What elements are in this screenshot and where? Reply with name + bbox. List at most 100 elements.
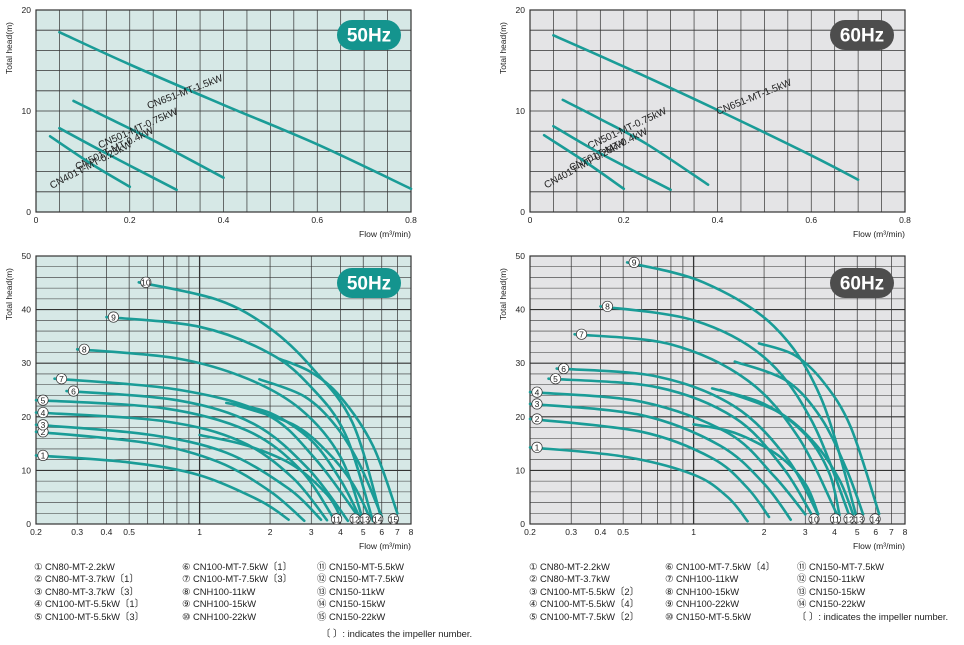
y-tick-label: 50 xyxy=(516,251,526,261)
series-label: 7 xyxy=(579,330,584,340)
series-label: 12 xyxy=(844,514,854,524)
legend-60hz-col1: ① CN80-MT-2.2kW ② CN80-MT-3.7kW ③ CN100-… xyxy=(529,561,639,623)
x-tick-label: 3 xyxy=(803,527,808,537)
y-tick-label: 40 xyxy=(516,305,526,315)
series-curve xyxy=(552,34,860,181)
y-tick-label: 10 xyxy=(22,465,32,475)
series-label: 11 xyxy=(332,514,341,524)
series-curve xyxy=(34,423,323,521)
x-tick-label: 0.4 xyxy=(712,215,724,225)
series-label: 15 xyxy=(389,514,399,524)
frequency-badge xyxy=(830,20,894,50)
x-tick-label: 8 xyxy=(409,527,414,537)
x-tick-label: 6 xyxy=(873,527,878,537)
x-tick-label: 0 xyxy=(34,215,39,225)
grid xyxy=(530,10,905,212)
series-marker xyxy=(140,276,152,288)
series-curve xyxy=(547,377,814,517)
series-marker xyxy=(37,419,49,431)
y-tick-label: 10 xyxy=(516,465,526,475)
y-tick-label: 20 xyxy=(516,412,526,422)
frequency-badge-label: 50Hz xyxy=(347,26,391,47)
x-tick-label: 2 xyxy=(762,527,767,537)
series-label: 14 xyxy=(870,514,880,524)
legend-item: ① CN80-MT-2.2kW xyxy=(34,561,115,572)
series-label: 8 xyxy=(82,345,87,355)
series-label: 8 xyxy=(605,302,610,312)
x-tick-label: 0.5 xyxy=(617,527,629,537)
series-marker xyxy=(549,373,562,385)
legend-item: ⑫ CN150-MT-7.5kW xyxy=(317,573,404,585)
series-label: 7 xyxy=(59,374,64,384)
legend-item: ⑤ CN100-MT-5.5kW〔3〕 xyxy=(34,610,144,622)
series-marker xyxy=(531,398,543,410)
legend-item: ⑩ CNH100-22kW xyxy=(182,610,257,622)
legend-item: ⑦ CNH100-11kW xyxy=(665,573,739,585)
y-tick-label: 20 xyxy=(22,5,32,15)
frequency-badge-label: 50Hz xyxy=(347,274,391,295)
series-label: 5 xyxy=(553,374,558,384)
series-label: 1 xyxy=(535,443,540,453)
series-curve xyxy=(225,401,361,518)
y-axis-label: Total head(m) xyxy=(498,268,508,320)
y-axis-label: Total head(m) xyxy=(4,268,14,320)
series-marker xyxy=(531,441,543,453)
x-tick-label: 1 xyxy=(197,527,202,537)
series-label: 2 xyxy=(535,414,540,424)
series-curve xyxy=(561,98,710,186)
series-label: 3 xyxy=(535,399,540,409)
y-tick-label: 10 xyxy=(516,106,526,116)
x-tick-label: 0.4 xyxy=(595,527,607,537)
y-tick-label: 0 xyxy=(520,519,525,529)
series-curve xyxy=(542,133,626,191)
frequency-badge xyxy=(830,268,894,298)
x-axis-label: Flow (m³/min) xyxy=(359,541,411,551)
legend-item: ⑫ CN150-11kW xyxy=(797,573,865,585)
series-marker xyxy=(107,311,120,323)
y-tick-label: 0 xyxy=(26,519,31,529)
x-axis-label: Flow (m³/min) xyxy=(853,229,905,239)
frequency-badge xyxy=(337,268,401,298)
series-marker xyxy=(853,513,865,525)
legend-item: ③ CN100-MT-5.5kW〔2〕 xyxy=(529,585,639,597)
x-tick-label: 0.2 xyxy=(124,215,136,225)
legend-item: ④ CN100-MT-5.5kW〔1〕 xyxy=(34,598,144,610)
x-axis-label: Flow (m³/min) xyxy=(359,229,411,239)
series-marker xyxy=(601,300,614,312)
series-curve xyxy=(34,454,290,521)
legend-item: ⑧ CNH100-15kW xyxy=(665,585,740,597)
series-marker xyxy=(576,328,588,340)
series-label: 9 xyxy=(111,312,116,322)
series-marker xyxy=(372,513,384,525)
series-marker xyxy=(359,513,371,525)
series-curve xyxy=(48,135,132,189)
impeller-note-50hz: 〔 〕: indicates the impeller number. xyxy=(321,628,473,639)
series-curve xyxy=(278,357,399,515)
x-tick-label: 0.6 xyxy=(311,215,323,225)
plot-frame xyxy=(529,255,906,525)
legend-50hz-col2: ⑥ CN100-MT-7.5kW〔1〕 ⑦ CN100-MT-7.5kW〔3〕 … xyxy=(182,561,292,623)
series-curve xyxy=(733,360,865,516)
x-tick-label: 7 xyxy=(889,527,894,537)
series-marker xyxy=(829,513,842,525)
frequency-badge xyxy=(337,20,401,50)
legend-item: ② CN80-MT-3.7kW〔1〕 xyxy=(34,573,139,585)
series-marker xyxy=(78,343,90,355)
series-label: 10 xyxy=(141,278,151,288)
y-tick-label: 20 xyxy=(516,5,526,15)
series-marker xyxy=(37,449,49,461)
legend-item: ③ CN80-MT-3.7kW〔3〕 xyxy=(34,585,139,597)
y-tick-label: 50 xyxy=(22,251,32,261)
legend-item: ⑧ CNH100-11kW xyxy=(182,585,256,597)
legend-item: ⑥ CN100-MT-7.5kW〔1〕 xyxy=(182,561,292,572)
series-label: 2 xyxy=(41,427,46,437)
series-curve xyxy=(528,417,771,519)
legend-60hz-col2: ⑥ CN100-MT-7.5kW〔4〕 ⑦ CNH100-11kW ⑧ CNH1… xyxy=(665,561,775,623)
legend-item: ④ CN100-MT-5.5kW〔4〕 xyxy=(529,598,639,610)
legend-item: ⑬ CN150-11kW xyxy=(317,585,385,597)
x-tick-label: 4 xyxy=(832,527,837,537)
series-label: 1 xyxy=(41,451,46,461)
series-label: 10 xyxy=(809,514,819,524)
